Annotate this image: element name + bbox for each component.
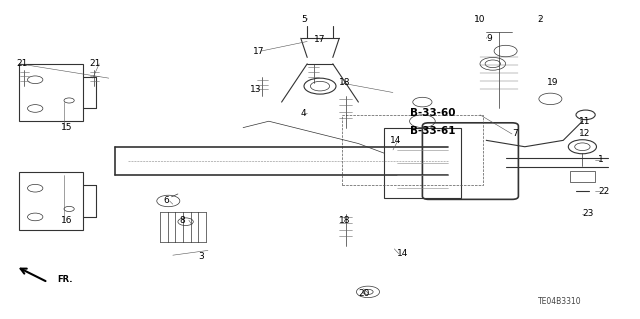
Text: 19: 19 — [547, 78, 559, 87]
Text: 12: 12 — [579, 130, 591, 138]
Text: 20: 20 — [358, 289, 370, 298]
Text: 15: 15 — [61, 123, 72, 132]
Text: 16: 16 — [61, 216, 72, 225]
Text: 14: 14 — [390, 136, 402, 145]
Text: TE04B3310: TE04B3310 — [538, 297, 581, 306]
Text: 22: 22 — [598, 187, 610, 196]
Text: 18: 18 — [339, 216, 351, 225]
Text: 21: 21 — [90, 59, 101, 68]
Bar — [19, 64, 83, 121]
Text: 3: 3 — [198, 252, 204, 261]
Text: 6: 6 — [163, 197, 169, 205]
Bar — [19, 172, 83, 230]
Text: 9: 9 — [486, 34, 492, 43]
Text: 11: 11 — [579, 117, 591, 126]
Text: 14: 14 — [397, 249, 408, 258]
Text: 10: 10 — [474, 15, 485, 24]
Text: 18: 18 — [339, 78, 351, 87]
Text: B-33-61: B-33-61 — [410, 126, 455, 136]
Bar — [384, 128, 461, 198]
Text: B-33-60: B-33-60 — [410, 108, 455, 118]
Text: 8: 8 — [179, 216, 185, 225]
Text: 1: 1 — [598, 155, 604, 164]
Bar — [570, 171, 595, 182]
Text: 5: 5 — [301, 15, 307, 24]
Text: 17: 17 — [253, 47, 264, 56]
Text: 21: 21 — [16, 59, 28, 68]
Text: 4: 4 — [301, 109, 307, 118]
Text: 17: 17 — [314, 35, 325, 44]
Bar — [342, 115, 483, 185]
Text: FR.: FR. — [58, 275, 73, 284]
Text: 2: 2 — [538, 15, 543, 24]
Text: 7: 7 — [512, 130, 518, 138]
Text: 23: 23 — [582, 209, 594, 218]
Text: 13: 13 — [250, 85, 261, 94]
